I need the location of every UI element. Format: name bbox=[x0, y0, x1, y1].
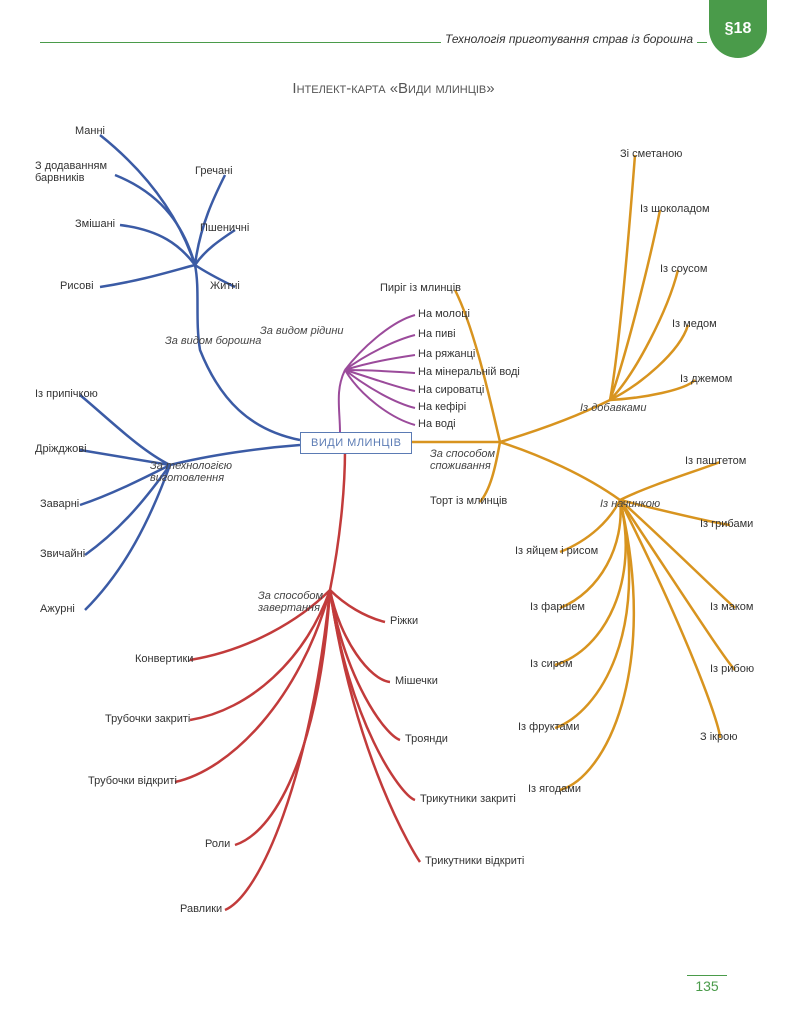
leaf: Конвертики bbox=[135, 653, 193, 665]
leaf: Із маком bbox=[710, 601, 753, 613]
leaf: На мінеральній воді bbox=[418, 366, 520, 378]
leaf: Із шоколадом bbox=[640, 203, 710, 215]
leaf: Дріжджові bbox=[35, 443, 87, 455]
leaf: Із соусом bbox=[660, 263, 707, 275]
branch-label-wrap: За способом завертання bbox=[258, 590, 348, 614]
leaf: Зі сметаною bbox=[620, 148, 682, 160]
leaf: Із грибами bbox=[700, 518, 753, 530]
leaf: На воді bbox=[418, 418, 456, 430]
branch-label-tech: За технологією виготовлення bbox=[150, 460, 250, 484]
leaf: Роли bbox=[205, 838, 230, 850]
leaf: Із паштетом bbox=[685, 455, 746, 467]
leaf: Равлики bbox=[180, 903, 222, 915]
branch-label-consume: За способом споживання bbox=[430, 448, 530, 472]
leaf: Пшеничні bbox=[200, 222, 249, 234]
page-number: 135 bbox=[687, 975, 727, 994]
leaf: На кефірі bbox=[418, 401, 466, 413]
leaf: З додаванням барвників bbox=[35, 160, 115, 184]
leaf: З ікрою bbox=[700, 731, 737, 743]
leaf: Із фруктами bbox=[518, 721, 579, 733]
leaf: Із рибою bbox=[710, 663, 754, 675]
leaf: Із медом bbox=[672, 318, 717, 330]
leaf: Троянди bbox=[405, 733, 448, 745]
leaf: Змішані bbox=[75, 218, 115, 230]
branch-label-liquid: За видом рідини bbox=[260, 325, 344, 337]
leaf: Пиріг із млинців bbox=[380, 282, 461, 294]
leaf: Трубочки закриті bbox=[105, 713, 190, 725]
leaf: Із фаршем bbox=[530, 601, 585, 613]
branch-label-flour: За видом борошна bbox=[165, 335, 261, 347]
leaf: На пиві bbox=[418, 328, 456, 340]
leaf: Із припічкою bbox=[35, 388, 98, 400]
leaf: На сироватці bbox=[418, 384, 484, 396]
leaf: Із джемом bbox=[680, 373, 732, 385]
leaf: Манні bbox=[75, 125, 105, 137]
leaf: Житні bbox=[210, 280, 240, 292]
leaf: Торт із млинців bbox=[430, 495, 507, 507]
leaf: Заварні bbox=[40, 498, 79, 510]
leaf: Рисові bbox=[60, 280, 94, 292]
leaf: На молоці bbox=[418, 308, 470, 320]
leaf: Ажурні bbox=[40, 603, 75, 615]
leaf: Із яйцем і рисом bbox=[515, 545, 598, 557]
branch-label-filling: Із начинкою bbox=[600, 498, 660, 510]
leaf: Мішечки bbox=[395, 675, 438, 687]
leaf: Трубочки відкриті bbox=[88, 775, 177, 787]
leaf: Гречані bbox=[195, 165, 233, 177]
leaf: Трикутники закриті bbox=[420, 793, 516, 805]
leaf: Звичайні bbox=[40, 548, 85, 560]
leaf: Трикутники відкриті bbox=[425, 855, 524, 867]
leaf: Ріжки bbox=[390, 615, 418, 627]
central-node: ВИДИ МЛИНЦІВ bbox=[300, 432, 412, 454]
branch-label-additives: Із добавками bbox=[580, 402, 646, 414]
leaf: На ряжанці bbox=[418, 348, 475, 360]
leaf: Із ягодами bbox=[528, 783, 581, 795]
leaf: Із сиром bbox=[530, 658, 573, 670]
